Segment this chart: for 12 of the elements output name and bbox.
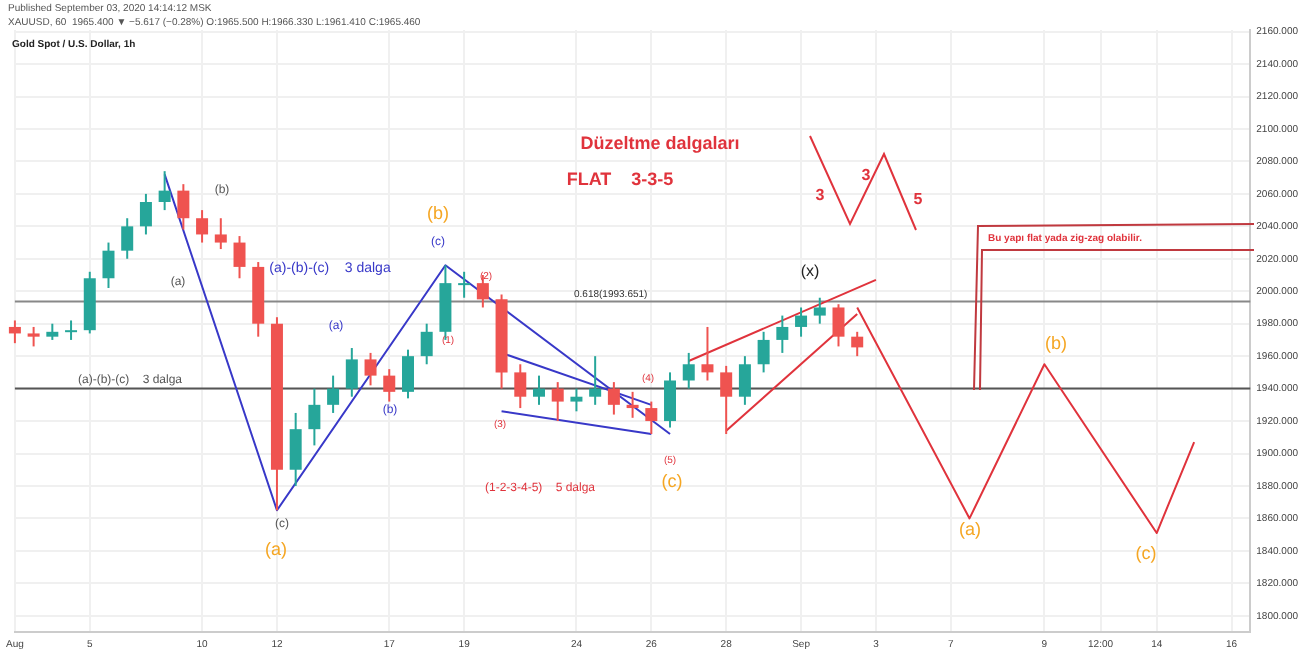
annotation: (c): [661, 470, 683, 491]
annotation: 3: [815, 186, 826, 205]
annotation: (c): [1135, 542, 1157, 563]
annotation: 3: [861, 166, 872, 185]
annotation: Düzeltme dalgaları: [580, 132, 740, 153]
annotation: (x): [800, 262, 820, 281]
annotation: 5: [913, 190, 924, 209]
annotation: (b): [1045, 332, 1067, 353]
annotation: FLAT 3-3-5: [566, 168, 674, 189]
annotation: (a): [959, 518, 981, 539]
annotation: (b): [427, 202, 449, 223]
annotation: (a): [265, 538, 287, 559]
